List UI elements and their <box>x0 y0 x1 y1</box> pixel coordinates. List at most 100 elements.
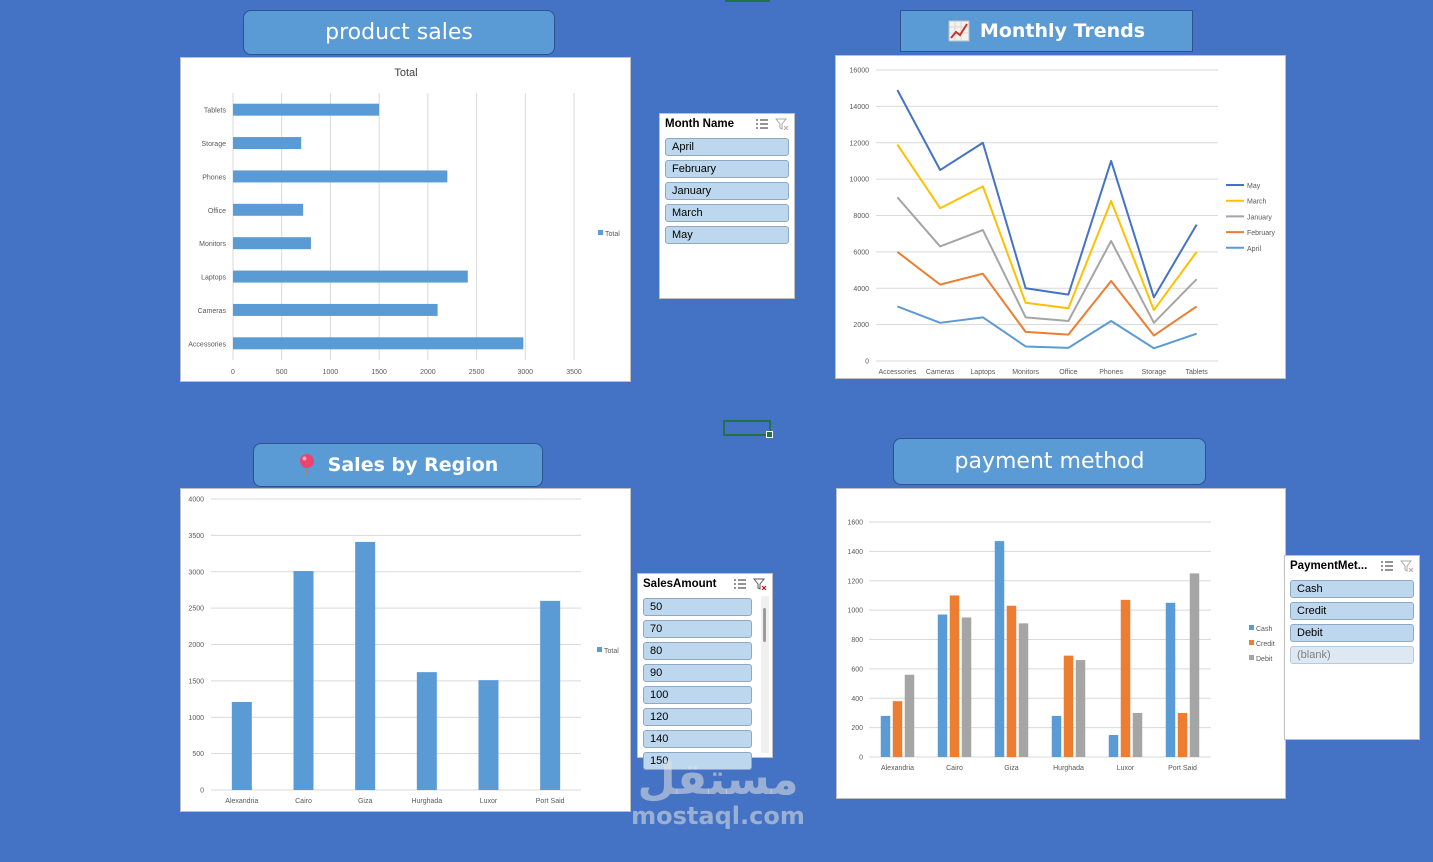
slicer-item[interactable]: February <box>665 160 789 178</box>
clear-filter-icon[interactable] <box>774 118 789 131</box>
bar <box>1018 623 1029 757</box>
bar <box>1051 715 1062 757</box>
y-tick-label: 6000 <box>853 249 869 256</box>
x-tick-label: Cameras <box>926 369 955 376</box>
slicer-item[interactable]: May <box>665 226 789 244</box>
y-tick-label: 400 <box>851 696 863 703</box>
sales-by-region-title[interactable]: Sales by Region <box>253 443 543 487</box>
x-tick-label: 2500 <box>469 369 485 376</box>
legend-swatch <box>1249 625 1254 630</box>
y-tick-label: Office <box>208 208 226 215</box>
slicer-item[interactable]: 140 <box>643 730 752 748</box>
y-tick-label: 0 <box>200 788 204 795</box>
slicer-item[interactable]: 70 <box>643 620 752 638</box>
payment-method-title[interactable]: payment method <box>893 438 1206 485</box>
slicer-item[interactable]: Debit <box>1290 624 1414 642</box>
y-tick-label: 10000 <box>850 177 870 184</box>
legend-label: January <box>1247 214 1272 221</box>
payment-method-chart[interactable]: 0 200 400 600 800 1000 1200 1400 1600 Alexandria C… <box>836 488 1286 799</box>
scrollbar-thumb[interactable] <box>763 608 766 642</box>
slicer-scrollbar[interactable] <box>761 596 769 753</box>
multi-select-icon[interactable] <box>755 118 769 130</box>
slicer-item[interactable]: 150 <box>643 752 752 770</box>
y-tick-label: 4000 <box>188 497 204 504</box>
y-tick-label: 0 <box>859 755 863 762</box>
monthly-trends-chart[interactable]: 0 2000 4000 6000 8000 10000 12000 14000 16000 Acc… <box>835 55 1286 379</box>
active-cell[interactable] <box>723 420 773 438</box>
x-tick-label: Cairo <box>295 798 312 805</box>
bar <box>961 617 972 757</box>
legend-swatch <box>598 230 603 235</box>
x-tick-label: 0 <box>231 369 235 376</box>
slicer-item[interactable]: 50 <box>643 598 752 616</box>
slicer-item[interactable]: Credit <box>1290 602 1414 620</box>
slicer-header-text: Month Name <box>665 118 734 130</box>
legend-swatch <box>1249 655 1254 660</box>
chart-title: Total <box>394 67 417 79</box>
y-tick-label: 2000 <box>853 322 869 329</box>
slicer-item[interactable]: January <box>665 182 789 200</box>
bar <box>416 672 437 790</box>
slicer-header: SalesAmount <box>638 574 772 594</box>
y-tick-label: 1000 <box>847 608 863 615</box>
product-sales-title[interactable]: product sales <box>243 10 555 55</box>
series-line <box>896 144 1198 312</box>
y-tick-label: 1200 <box>847 578 863 585</box>
payment-method-title-text: payment method <box>954 449 1145 474</box>
slicer-header-text: PaymentMet... <box>1290 560 1368 572</box>
x-tick-label: Hurghada <box>411 798 442 805</box>
legend-label: Cash <box>1256 626 1272 633</box>
multi-select-icon[interactable] <box>1380 560 1394 572</box>
slicer-item-list: Cash Credit Debit (blank) <box>1285 580 1419 664</box>
bar <box>1177 712 1188 757</box>
selection-marker <box>725 0 770 2</box>
slicer-item[interactable]: (blank) <box>1290 646 1414 664</box>
monthly-trends-title[interactable]: Monthly Trends <box>900 10 1193 52</box>
sales-amount-slicer[interactable]: SalesAmount 50 70 80 90 100 120 140 150 <box>637 573 773 770</box>
bar <box>892 701 903 757</box>
series-line <box>897 305 1197 350</box>
watermark-latin: mostaql.com <box>631 802 805 830</box>
x-tick-label: 3500 <box>566 369 582 376</box>
month-name-slicer[interactable]: Month Name April February January March … <box>659 113 795 299</box>
x-tick-label: Alexandria <box>225 798 258 805</box>
series-line <box>896 196 1198 324</box>
x-tick-label: 2000 <box>420 369 436 376</box>
fill-handle[interactable] <box>766 431 773 438</box>
y-tick-label: 12000 <box>850 140 870 147</box>
bar <box>231 701 252 790</box>
legend-label: April <box>1247 246 1261 253</box>
slicer-item-list: 50 70 80 90 100 120 140 150 <box>638 598 772 770</box>
y-tick-label: 1600 <box>847 520 863 527</box>
clear-filter-icon[interactable] <box>1399 560 1414 573</box>
slicer-item[interactable]: 80 <box>643 642 752 660</box>
slicer-item[interactable]: 100 <box>643 686 752 704</box>
bar <box>233 337 524 350</box>
slicer-item[interactable]: 120 <box>643 708 752 726</box>
sales-by-region-chart[interactable]: 0 500 1000 1500 2000 2500 3000 3500 4000 Alexandr… <box>180 488 631 812</box>
y-tick-label: 800 <box>851 637 863 644</box>
y-tick-label: 2500 <box>188 606 204 613</box>
product-sales-chart[interactable]: Total 0 500 1000 1500 2000 2500 3000 3500 Accesso… <box>180 57 631 382</box>
monthly-trends-title-text: Monthly Trends <box>979 20 1146 42</box>
bar <box>1075 660 1086 757</box>
monthly-trends-chart-svg: 0 2000 4000 6000 8000 10000 12000 14000 16000 Acc… <box>850 68 1276 377</box>
multi-select-icon[interactable] <box>733 578 747 590</box>
x-tick-label: Port Said <box>1168 765 1197 772</box>
y-tick-label: 16000 <box>850 68 870 75</box>
clear-filter-icon[interactable] <box>752 578 767 591</box>
slicer-item[interactable]: Cash <box>1290 580 1414 598</box>
bar <box>937 614 948 757</box>
bar <box>880 715 891 757</box>
slicer-header: PaymentMet... <box>1285 556 1419 576</box>
slicer-item[interactable]: 90 <box>643 664 752 682</box>
bar <box>904 674 915 757</box>
series-line <box>896 89 1198 299</box>
payment-method-slicer[interactable]: PaymentMet... Cash Credit Debit (blank) <box>1284 555 1420 740</box>
series-line <box>896 251 1198 337</box>
bar <box>949 595 960 757</box>
y-tick-label: 1400 <box>847 549 863 556</box>
payment-method-chart-svg: 0 200 400 600 800 1000 1200 1400 1600 Alexandria C… <box>847 520 1274 773</box>
slicer-item[interactable]: April <box>665 138 789 156</box>
slicer-item[interactable]: March <box>665 204 789 222</box>
